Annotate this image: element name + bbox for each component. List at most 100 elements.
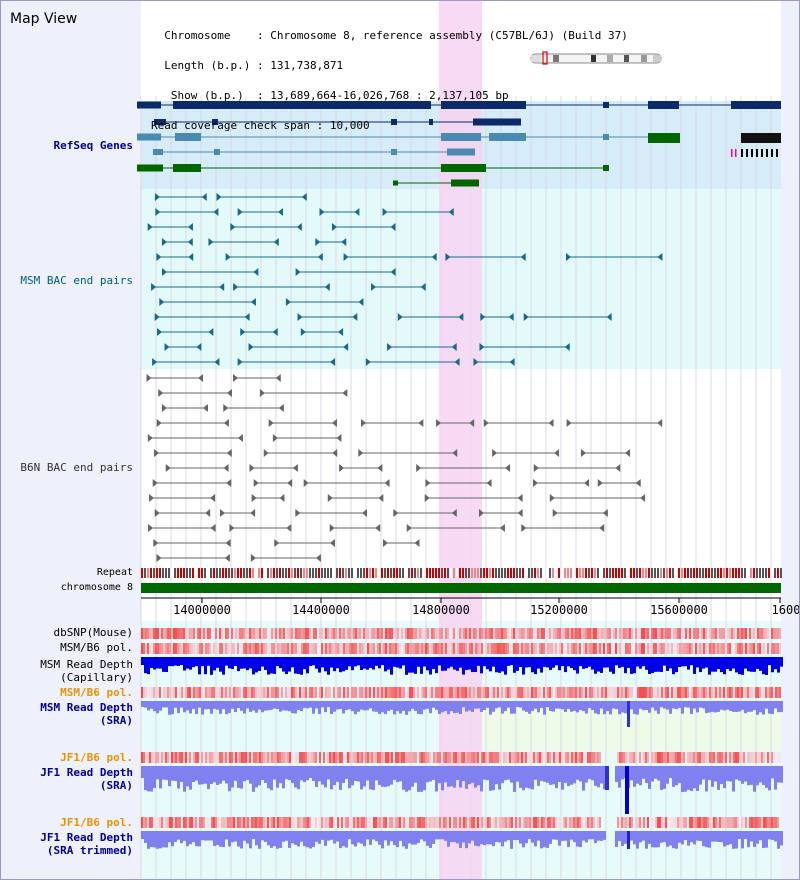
jf1-depth-trimmed-bar [348, 831, 351, 840]
jf1-b6-pol-strip [227, 817, 229, 828]
jf1-b6-pol-strip [661, 817, 663, 828]
msm-depth-sra-bar [444, 701, 447, 712]
msm-b6-pol-strip [465, 643, 467, 654]
gene-exon [766, 149, 768, 157]
repeat-mark [264, 568, 266, 578]
repeat-mark [201, 568, 203, 578]
jf1-b6-pol-strip [147, 817, 149, 828]
dbsnp-strip [153, 628, 155, 639]
jf1-b6-pol-strip [357, 752, 359, 763]
msm-b6-pol-strip [619, 643, 621, 654]
jf1-b6-pol-strip [445, 817, 447, 828]
msm-depth-capillary-bar [204, 657, 207, 675]
jf1-b6-pol-strip [657, 817, 659, 828]
jf1-depth-trimmed-bar [723, 831, 726, 847]
jf1-depth-trimmed-bar [333, 831, 336, 844]
repeat-mark [246, 568, 248, 578]
msm-b6-pol-strip [305, 643, 307, 654]
jf1-b6-pol-strip [673, 817, 675, 828]
msm-b6-pol-strip [483, 643, 485, 654]
msm-b6-pol-strip [621, 687, 623, 698]
jf1-b6-pol-strip [661, 752, 663, 763]
msm-b6-pol-strip [497, 687, 499, 698]
msm-depth-capillary-bar [624, 657, 627, 674]
msm-depth-capillary-bar [420, 657, 423, 674]
msm-bac-pair-end [147, 223, 153, 231]
jf1-b6-pol-strip [663, 752, 665, 763]
jf1-depth-trimmed-bar [147, 831, 150, 849]
msm-bac-pair-end [285, 298, 291, 306]
b6n-bac-pair-end [147, 434, 153, 442]
msm-b6-pol-strip [671, 687, 673, 698]
gene-exon [175, 133, 201, 141]
jf1-b6-pol-strip [473, 817, 475, 828]
dbsnp-strip [779, 628, 781, 639]
jf1-b6-pol-strip [261, 752, 263, 763]
dbsnp-strip [567, 628, 569, 639]
msm-depth-sra-bar [291, 701, 294, 714]
dbsnp-strip [337, 628, 339, 639]
jf1-b6-pol-strip [471, 752, 473, 763]
msm-b6-pol-strip [197, 687, 199, 698]
jf1-b6-pol-strip [703, 752, 705, 763]
msm-depth-sra-bar [678, 701, 681, 708]
msm-b6-pol-strip [193, 643, 195, 654]
jf1-b6-pol-strip [205, 752, 207, 763]
msm-b6-pol-strip [761, 687, 763, 698]
jf1-b6-pol-strip [283, 817, 285, 828]
msm-b6-pol-strip [323, 643, 325, 654]
repeat-mark [501, 568, 503, 578]
jf1-depth-sra-bar [411, 766, 414, 787]
msm-b6-pol-strip [529, 687, 531, 698]
jf1-depth-sra-bar [225, 766, 228, 784]
jf1-depth-trimmed-bar [558, 831, 561, 846]
msm-b6-pol-strip [645, 687, 647, 698]
jf1-depth-sra-bar [423, 766, 426, 791]
dbsnp-strip [757, 628, 759, 639]
msm-b6-pol-strip [357, 643, 359, 654]
msm-depth-capillary-bar [540, 657, 543, 673]
msm-bac-pair-end [354, 208, 360, 216]
dbsnp-strip [453, 628, 455, 639]
dbsnp-strip [497, 628, 499, 639]
dbsnp-strip [611, 628, 613, 639]
jf1-b6-pol-strip [317, 752, 319, 763]
repeat-mark [675, 568, 677, 578]
msm-depth-sra-bar [546, 701, 549, 708]
jf1-depth-trimmed-bar [231, 831, 234, 843]
jf1-depth-trimmed-bar [624, 831, 627, 844]
dbsnp-strip [711, 628, 713, 639]
repeat-mark [150, 568, 152, 578]
msm-b6-pol-strip [533, 687, 535, 698]
msm-depth-capillary-bar [459, 657, 462, 668]
repeat-mark [687, 568, 689, 578]
msm-b6-pol-strip [455, 687, 457, 698]
dbsnp-strip [329, 628, 331, 639]
jf1-depth-sra-bar [531, 766, 534, 790]
jf1-b6-pol-strip [191, 817, 193, 828]
msm-b6-pol-strip [417, 643, 419, 654]
msm-depth-sra-bar [744, 701, 747, 714]
msm-b6-pol-strip [431, 643, 433, 654]
msm-b6-pol-strip [171, 643, 173, 654]
msm-b6-pol-strip [759, 687, 761, 698]
jf1-b6-pol-strip [291, 817, 293, 828]
jf1-b6-pol-strip [389, 817, 391, 828]
repeat-mark [378, 568, 380, 578]
dbsnp-strip [227, 628, 229, 639]
dbsnp-strip [417, 628, 419, 639]
dbsnp-strip [341, 628, 343, 639]
repeat-mark [702, 568, 704, 578]
jf1-depth-trimmed-bar [339, 831, 342, 849]
jf1-b6-pol-strip [699, 817, 701, 828]
dbsnp-strip [705, 628, 707, 639]
msm-b6-pol-strip [391, 643, 393, 654]
jf1-b6-pol-strip [685, 752, 687, 763]
repeat-mark [165, 568, 167, 578]
jf1-b6-pol-strip [207, 817, 209, 828]
gene-exon [741, 149, 743, 157]
jf1-b6-pol-strip [581, 817, 583, 828]
msm-depth-sra-bar [525, 701, 528, 712]
